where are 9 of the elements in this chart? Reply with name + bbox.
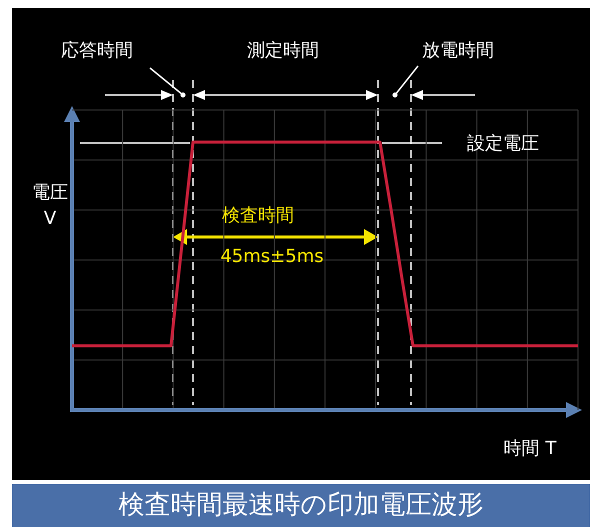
- text: 応答時間: [60, 39, 134, 62]
- x-axis-title: 時間 T: [502, 437, 558, 460]
- annotation: 45ms±5ms: [219, 246, 325, 269]
- annotation: 設定電圧: [466, 132, 540, 155]
- text: 放電時間: [421, 39, 495, 62]
- annotation: 検査時間: [221, 204, 295, 227]
- y-axis-title: 電圧 V: [31, 181, 69, 231]
- text: 測定時間: [246, 39, 320, 62]
- text: 検査時間最速時の印加電圧波形: [12, 484, 590, 527]
